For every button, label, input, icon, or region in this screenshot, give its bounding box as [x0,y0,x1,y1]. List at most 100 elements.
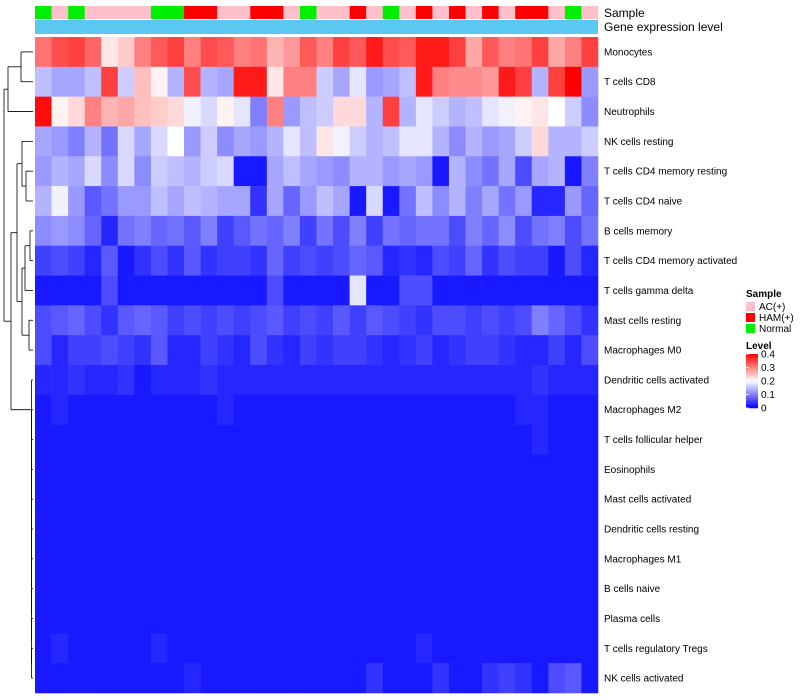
heatmap-cell [548,156,566,187]
heatmap-cell [498,275,516,306]
heatmap-cell [68,186,85,217]
heatmap-cell [333,186,350,217]
colorbar-segment [746,355,758,357]
heatmap-cell [217,603,235,634]
heatmap-cell [101,484,119,515]
heatmap-cell [101,335,119,366]
row-label: T cells regulatory Tregs [604,644,708,655]
heatmap-cell [283,543,301,575]
heatmap-cell [415,573,433,604]
heatmap-cell [35,603,52,634]
heatmap-cell [515,215,533,247]
heatmap-cell [498,424,516,455]
colorbar-segment [746,364,758,367]
row-label: NK cells resting [604,137,673,148]
heatmap-cell [564,484,582,515]
heatmap-cell [167,66,185,97]
heatmap-cell [399,603,417,634]
colorbar-segment [746,406,758,409]
heatmap-cell [366,305,384,336]
heatmap-cell [101,394,119,425]
heatmap-cell [531,305,549,336]
colorbar-segment [746,381,758,383]
heatmap-cell [233,424,251,455]
row-label: Eosinophils [604,465,655,476]
colorbar-segment [746,402,758,405]
heatmap-cell [349,186,367,217]
heatmap-cell [415,96,433,127]
heatmap-cell [217,543,235,575]
heatmap-cell [299,37,317,68]
heatmap-cell [349,484,367,515]
heatmap-cell [482,365,499,396]
heatmap-cell [415,514,433,545]
heatmap-cell [465,126,483,157]
colorbar-segment [746,386,758,389]
heatmap-cell [415,156,433,187]
heatmap-cell [564,394,582,425]
row-label: Macrophages M2 [604,405,682,416]
heatmap-cell [349,454,367,485]
heatmap-cell [349,66,367,97]
heatmap-cell [382,96,400,127]
heatmap-cell [233,186,251,217]
heatmap-cell [250,573,268,604]
heatmap-cell [283,424,301,455]
heatmap-cell [250,66,268,97]
heatmap-cell [333,215,350,247]
heatmap-cell [184,603,201,634]
heatmap-cell [448,424,466,455]
heatmap-cell [101,275,119,306]
heatmap-cell [134,186,152,217]
heatmap-cell [333,424,350,455]
heatmap-cell [84,365,102,396]
heatmap-cell [415,215,433,247]
heatmap-cell [498,126,516,157]
heatmap-cell [68,215,85,247]
heatmap-cell [117,335,135,366]
heatmap-cell [217,424,235,455]
heatmap-cell [382,633,400,664]
heatmap-cell [515,66,533,97]
heatmap-cell [167,394,185,425]
heatmap-cell [316,484,334,515]
heatmap-cell [465,365,483,396]
heatmap-cell [349,245,367,276]
heatmap-cell [167,663,185,694]
heatmap-cell [432,514,450,545]
heatmap-cell [316,37,334,68]
heatmap-cell [299,663,317,694]
heatmap-cell [134,215,152,247]
heatmap-cell [283,484,301,515]
heatmap-cell [134,275,152,306]
heatmap-cell [432,663,450,694]
heatmap-cell [316,603,334,634]
heatmap-cell [465,156,483,187]
heatmap-cell [515,514,533,545]
colorbar-segment [746,391,758,394]
heatmap-cell [448,663,466,694]
sample-annotation-track [35,6,599,19]
heatmap-cell [266,514,284,545]
heatmap-cell [117,66,135,97]
heatmap-cell [366,663,384,694]
legend-sample-items: AC(+)HAM(+)Normal [746,302,794,335]
heatmap-cell [448,633,466,664]
heatmap-cell [117,305,135,336]
heatmap-cell [465,215,483,247]
heatmap-cell [515,573,533,604]
heatmap-cell [548,96,566,127]
heatmap-cell [415,275,433,306]
heatmap-cell [68,305,85,336]
heatmap-cell [233,215,251,247]
heatmap-cell [465,305,483,336]
heatmap-cell [250,186,268,217]
heatmap-cell [217,37,235,68]
heatmap-cell [432,126,450,157]
heatmap-cell [167,603,185,634]
heatmap-cell [283,365,301,396]
heatmap-cell [299,454,317,485]
row-label: T cells gamma delta [604,286,694,297]
heatmap-cell [184,365,201,396]
heatmap-cell [482,66,499,97]
